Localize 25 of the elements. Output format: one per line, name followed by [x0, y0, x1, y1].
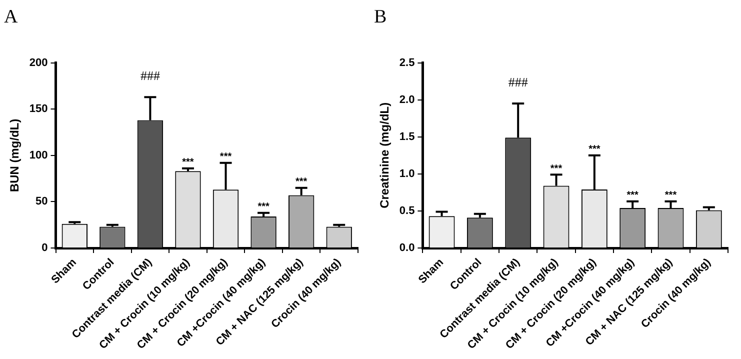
y-tick-label: 0 [42, 242, 48, 254]
y-axis-title: Creatinine (mg/dL) [378, 102, 392, 208]
annotation: *** [664, 190, 677, 202]
annotation: *** [588, 144, 600, 156]
annotation: *** [258, 202, 270, 213]
y-tick-label: 2.0 [399, 94, 415, 106]
annotation: *** [295, 176, 308, 188]
y-tick-label: 150 [29, 103, 48, 116]
y-tick-label: 2.5 [399, 56, 415, 69]
y-tick-label: 200 [29, 56, 48, 69]
annotation: ### [508, 74, 528, 90]
y-tick-label: 1.5 [399, 130, 415, 143]
annotation: *** [550, 163, 562, 174]
annotation: *** [182, 157, 194, 168]
annotation: *** [220, 152, 232, 163]
y-tick-label: 1.0 [399, 168, 415, 180]
y-axis-title: BUN (mg/dL) [8, 118, 22, 192]
chart-title: B [374, 6, 387, 28]
chart-title: A [4, 6, 18, 28]
y-tick-label: 0.5 [399, 205, 415, 217]
y-tick-label: 50 [36, 196, 48, 208]
annotation: ### [140, 68, 160, 83]
y-tick-label: 0.0 [399, 242, 415, 254]
y-tick-label: 100 [29, 149, 48, 162]
annotation: *** [626, 190, 639, 202]
